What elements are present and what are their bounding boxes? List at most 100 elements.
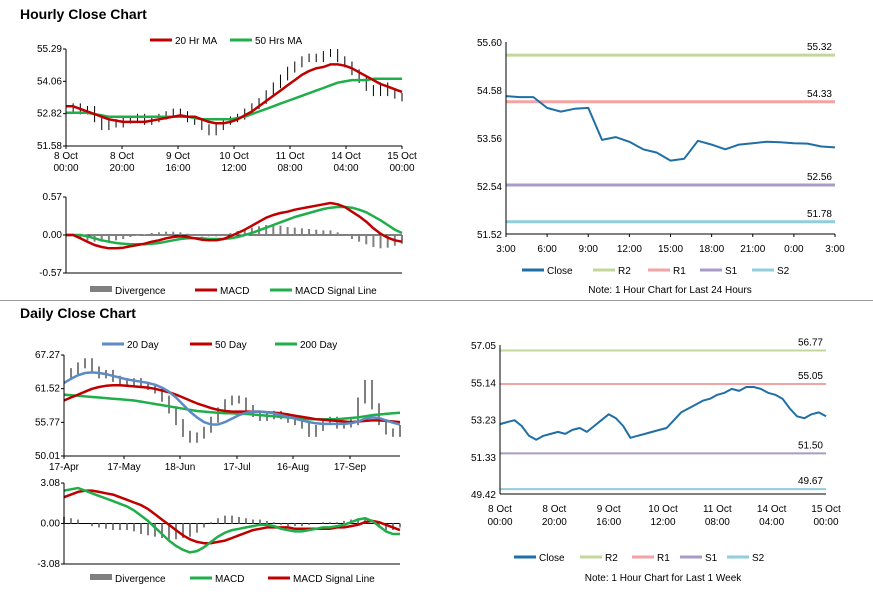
hourly-price-xtick-label: 00:00 bbox=[53, 163, 78, 174]
weekly-levels-xtick-label: 12:00 bbox=[650, 517, 675, 528]
level-label-s2: 51.78 bbox=[807, 209, 832, 220]
daily-price-xtick-label: 17-Apr bbox=[49, 462, 80, 473]
weekly-levels-xtick-label: 16:00 bbox=[596, 517, 621, 528]
hourly-price-xtick-label: 10 Oct bbox=[219, 151, 249, 162]
hourly-price-xtick-label: 15 Oct bbox=[387, 151, 417, 162]
weekly-level-label-r2: 56.77 bbox=[798, 337, 823, 348]
hourly-macd-ytick-label: -0.57 bbox=[39, 268, 62, 279]
legend-daily-divergence-label: Divergence bbox=[115, 574, 166, 585]
legend-50hrs-ma-label: 50 Hrs MA bbox=[255, 36, 303, 47]
hourly-levels-xtick-label: 0:00 bbox=[784, 244, 804, 255]
legend-daily-macd-label: MACD bbox=[215, 574, 244, 585]
weekly-level-label-s1: 51.50 bbox=[798, 440, 823, 451]
weekly-levels-xtick-label: 11 Oct bbox=[703, 504, 732, 515]
daily-macd-line bbox=[63, 486, 400, 554]
daily-signal-line bbox=[63, 489, 401, 545]
daily-price-ytick-label: 55.77 bbox=[35, 417, 60, 428]
hourly-levels-xtick-label: 18:00 bbox=[699, 244, 724, 255]
hourly-close-line bbox=[505, 95, 836, 162]
hourly-levels-xtick-label: 12:00 bbox=[617, 244, 642, 255]
legend-200-day-label: 200 Day bbox=[300, 340, 337, 351]
hourly-price-xtick-label: 12:00 bbox=[221, 163, 246, 174]
weekly-levels-ytick-label: 55.14 bbox=[471, 378, 496, 389]
hourly-price-ytick-label: 51.58 bbox=[37, 141, 62, 152]
legend-hourly-s2-label: S2 bbox=[777, 266, 790, 277]
daily-ma50-line bbox=[63, 384, 401, 424]
legend-daily-divergence-swatch bbox=[90, 574, 112, 580]
weekly-level-label-r1: 55.05 bbox=[798, 371, 823, 382]
weekly-levels-xtick-label: 00:00 bbox=[813, 517, 838, 528]
hourly-price-xtick-label: 20:00 bbox=[109, 163, 134, 174]
hourly-price-xtick-label: 9 Oct bbox=[166, 151, 190, 162]
hourly-price-xtick-label: 16:00 bbox=[165, 163, 190, 174]
hourly-price-xtick-label: 00:00 bbox=[389, 163, 414, 174]
hourly-price-ytick-label: 54.06 bbox=[37, 76, 62, 87]
hourly-section-title: Hourly Close Chart bbox=[20, 6, 147, 22]
daily-price-xtick-label: 17-Jul bbox=[223, 462, 250, 473]
hourly-macd-line bbox=[66, 201, 403, 250]
hourly-levels-xtick-label: 3:00 bbox=[496, 244, 516, 255]
section-divider bbox=[0, 300, 873, 301]
legend-hourly-close-label: Close bbox=[547, 266, 573, 277]
weekly-note: Note: 1 Hour Chart for Last 1 Week bbox=[585, 573, 743, 584]
legend-20hr-ma-label: 20 Hr MA bbox=[175, 36, 218, 47]
hourly-levels-xtick-label: 6:00 bbox=[537, 244, 557, 255]
hourly-ma50-line bbox=[66, 77, 402, 121]
hourly-ma20-line bbox=[66, 63, 403, 125]
daily-price-xtick-label: 17-Sep bbox=[334, 462, 367, 473]
legend-weekly-r1-label: R1 bbox=[657, 553, 670, 564]
weekly-levels-ytick-label: 51.33 bbox=[471, 453, 496, 464]
legend-weekly-s1-label: S1 bbox=[705, 553, 718, 564]
legend-weekly-r2-label: R2 bbox=[605, 553, 618, 564]
hourly-levels-ytick-label: 53.56 bbox=[477, 134, 502, 145]
legend-daily-signal-label: MACD Signal Line bbox=[293, 574, 375, 585]
weekly-levels-xtick-label: 9 Oct bbox=[597, 504, 621, 515]
daily-macd-ytick-label: 0.00 bbox=[41, 519, 61, 530]
hourly-note: Note: 1 Hour Chart for Last 24 Hours bbox=[588, 285, 751, 296]
legend-hourly-r2-label: R2 bbox=[618, 266, 631, 277]
legend-hourly-divergence-label: Divergence bbox=[115, 286, 166, 297]
weekly-close-line bbox=[499, 386, 827, 441]
legend-hourly-signal-label: MACD Signal Line bbox=[295, 286, 377, 297]
daily-price-xtick-label: 18-Jun bbox=[165, 462, 196, 473]
hourly-price-xtick-label: 04:00 bbox=[333, 163, 358, 174]
weekly-levels-xtick-label: 8 Oct bbox=[542, 504, 566, 515]
hourly-price-ytick-label: 55.29 bbox=[37, 44, 62, 55]
weekly-levels-xtick-label: 08:00 bbox=[705, 517, 730, 528]
hourly-levels-ytick-label: 55.60 bbox=[477, 38, 502, 49]
level-label-r1: 54.33 bbox=[807, 89, 832, 100]
weekly-levels-ytick-label: 49.42 bbox=[471, 490, 496, 501]
daily-price-ytick-label: 50.01 bbox=[35, 451, 60, 462]
daily-price-xtick-label: 16-Aug bbox=[277, 462, 309, 473]
weekly-levels-ytick-label: 57.05 bbox=[471, 341, 496, 352]
legend-weekly-s2-label: S2 bbox=[752, 553, 765, 564]
hourly-price-xtick-label: 8 Oct bbox=[54, 151, 78, 162]
weekly-level-label-s2: 49.67 bbox=[798, 476, 823, 487]
hourly-macd-ytick-label: 0.00 bbox=[43, 230, 63, 241]
hourly-levels-xtick-label: 3:00 bbox=[825, 244, 845, 255]
hourly-price-xtick-label: 8 Oct bbox=[110, 151, 134, 162]
hourly-price-xtick-label: 11 Oct bbox=[276, 151, 305, 162]
legend-hourly-s1-label: S1 bbox=[725, 266, 738, 277]
daily-section-title: Daily Close Chart bbox=[20, 305, 136, 321]
hourly-levels-ytick-label: 52.54 bbox=[477, 182, 502, 193]
legend-50-day-label: 50 Day bbox=[215, 340, 247, 351]
daily-macd-ytick-label: -3.08 bbox=[37, 559, 60, 570]
hourly-levels-ytick-label: 54.58 bbox=[477, 86, 502, 97]
weekly-levels-ytick-label: 53.23 bbox=[471, 416, 496, 427]
hourly-macd-ytick-label: 0.57 bbox=[43, 192, 63, 203]
legend-hourly-divergence-swatch bbox=[90, 286, 112, 292]
daily-price-ytick-label: 67.27 bbox=[35, 350, 60, 361]
hourly-price-xtick-label: 08:00 bbox=[277, 163, 302, 174]
weekly-levels-xtick-label: 8 Oct bbox=[488, 504, 512, 515]
legend-20-day-label: 20 Day bbox=[127, 340, 159, 351]
weekly-levels-xtick-label: 04:00 bbox=[759, 517, 784, 528]
hourly-levels-ytick-label: 51.52 bbox=[477, 230, 502, 241]
weekly-levels-xtick-label: 20:00 bbox=[542, 517, 567, 528]
daily-macd-ytick-label: 3.08 bbox=[41, 478, 61, 489]
hourly-price-ytick-label: 52.82 bbox=[37, 109, 62, 120]
daily-price-ytick-label: 61.52 bbox=[35, 384, 60, 395]
hourly-levels-xtick-label: 9:00 bbox=[579, 244, 599, 255]
legend-weekly-close-label: Close bbox=[539, 553, 565, 564]
